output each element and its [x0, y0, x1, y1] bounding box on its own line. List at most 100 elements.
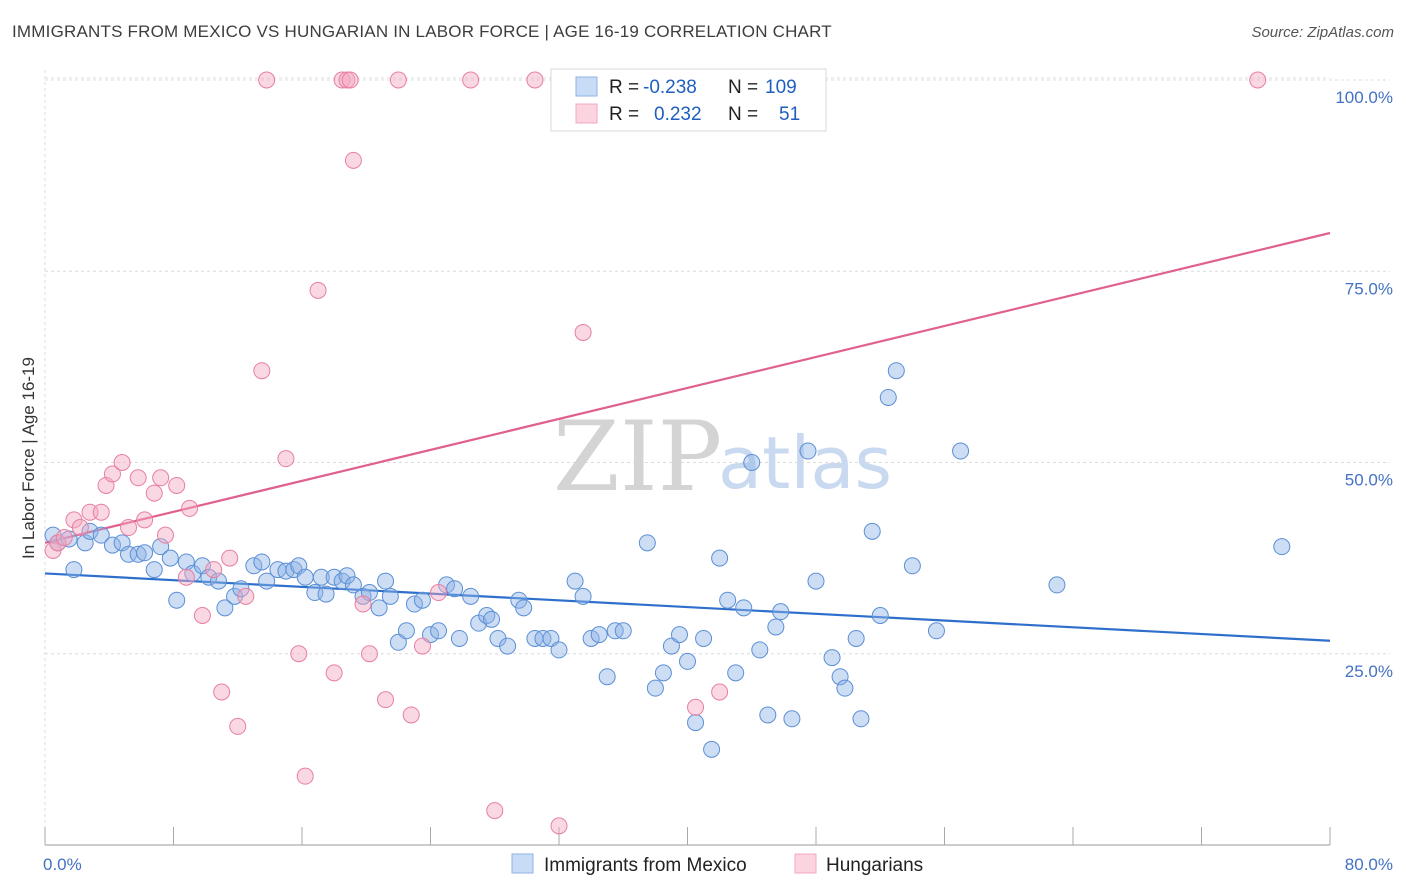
point-hungarians [136, 511, 154, 529]
point-hungarians [462, 71, 480, 89]
point-hungarians [290, 645, 308, 663]
point-hungarians [413, 637, 431, 655]
point-hungarians [486, 802, 504, 820]
legend-r-label: R = [609, 104, 639, 125]
point-mexico [703, 740, 721, 758]
point-mexico [847, 629, 865, 647]
point-hungarians [205, 561, 223, 579]
point-mexico [253, 553, 271, 571]
point-hungarians [344, 151, 362, 169]
point-mexico [799, 442, 817, 460]
point-hungarians [711, 683, 729, 701]
y-tick-label: 75.0% [1345, 279, 1393, 298]
point-mexico [515, 599, 533, 617]
point-mexico [783, 710, 801, 728]
point-hungarians [229, 717, 247, 735]
point-mexico [807, 572, 825, 590]
point-mexico [430, 622, 448, 640]
point-mexico [823, 649, 841, 667]
point-mexico [566, 572, 584, 590]
point-hungarians [430, 584, 448, 602]
point-hungarians [360, 645, 378, 663]
point-mexico [136, 544, 154, 562]
watermark: ZIP atlas [553, 401, 892, 513]
point-mexico [312, 568, 330, 586]
series-legend: Immigrants from Mexico Hungarians [511, 853, 923, 876]
point-mexico [582, 629, 600, 647]
point-hungarians [354, 595, 372, 613]
point-mexico [670, 626, 688, 644]
point-mexico [638, 534, 656, 552]
point-hungarians [145, 484, 163, 502]
point-mexico [462, 587, 480, 605]
x-tick-labels: 0.0% 80.0% [43, 855, 1393, 874]
point-hungarians [193, 607, 211, 624]
chart-title: IMMIGRANTS FROM MEXICO VS HUNGARIAN IN L… [12, 22, 832, 41]
y-tick-label: 25.0% [1345, 662, 1393, 681]
correlation-legend: R = -0.238 N = 109 R = 0.232 N = 51 [550, 68, 827, 132]
point-mexico [863, 522, 881, 540]
series-swatch-hungarians [794, 853, 817, 874]
point-mexico [381, 587, 399, 605]
point-hungarians [402, 706, 420, 724]
watermark-atlas: atlas [718, 421, 892, 505]
point-hungarians [71, 519, 89, 537]
point-hungarians [156, 526, 174, 544]
point-mexico [598, 668, 616, 686]
legend-n-label: N = [728, 104, 758, 125]
point-hungarians [177, 568, 195, 586]
series-swatch-mexico [511, 853, 534, 874]
point-mexico [590, 626, 608, 644]
point-mexico [129, 545, 147, 563]
point-mexico [325, 568, 343, 586]
point-mexico [695, 629, 713, 647]
point-mexico [836, 679, 854, 697]
point-hungarians [377, 691, 395, 709]
data-points [44, 71, 1291, 835]
point-hungarians [213, 683, 231, 701]
x-tick-label: 80.0% [1345, 855, 1393, 874]
point-mexico [887, 362, 905, 380]
point-hungarians [389, 71, 407, 89]
point-mexico [952, 442, 970, 460]
legend-r-label: R = [609, 77, 639, 98]
watermark-zip: ZIP [553, 401, 722, 513]
point-hungarians [120, 519, 138, 537]
point-hungarians [181, 499, 199, 517]
point-mexico [574, 587, 592, 605]
series-label-hungarians: Hungarians [826, 855, 923, 876]
point-hungarians [258, 71, 276, 89]
point-hungarians [129, 469, 147, 487]
point-mexico [81, 522, 99, 540]
point-hungarians [687, 698, 705, 716]
point-hungarians [168, 476, 186, 494]
point-mexico [871, 607, 889, 624]
point-hungarians [152, 469, 170, 487]
legend-n-label: N = [728, 77, 758, 98]
point-mexico [719, 591, 737, 609]
point-mexico [258, 572, 276, 590]
point-hungarians [55, 528, 73, 546]
point-hungarians [113, 454, 131, 471]
point-mexico [413, 591, 431, 609]
point-hungarians [325, 664, 343, 682]
legend-r-value: -0.238 [643, 77, 697, 98]
y-axis-title: In Labor Force | Age 16-19 [19, 357, 38, 559]
point-hungarians [309, 281, 327, 299]
point-mexico [927, 622, 945, 640]
point-hungarians [574, 323, 592, 341]
point-mexico [92, 526, 110, 544]
point-mexico [145, 561, 163, 579]
point-hungarians [277, 450, 295, 468]
point-mexico [338, 567, 356, 585]
point-hungarians [253, 362, 271, 380]
point-mexico [711, 549, 729, 567]
point-mexico [852, 710, 870, 728]
legend-r-value: 0.232 [654, 104, 702, 125]
point-mexico [216, 599, 234, 617]
x-tick-label: 0.0% [43, 855, 82, 874]
point-hungarians [341, 71, 359, 89]
point-mexico [377, 572, 395, 590]
point-mexico [370, 599, 388, 617]
